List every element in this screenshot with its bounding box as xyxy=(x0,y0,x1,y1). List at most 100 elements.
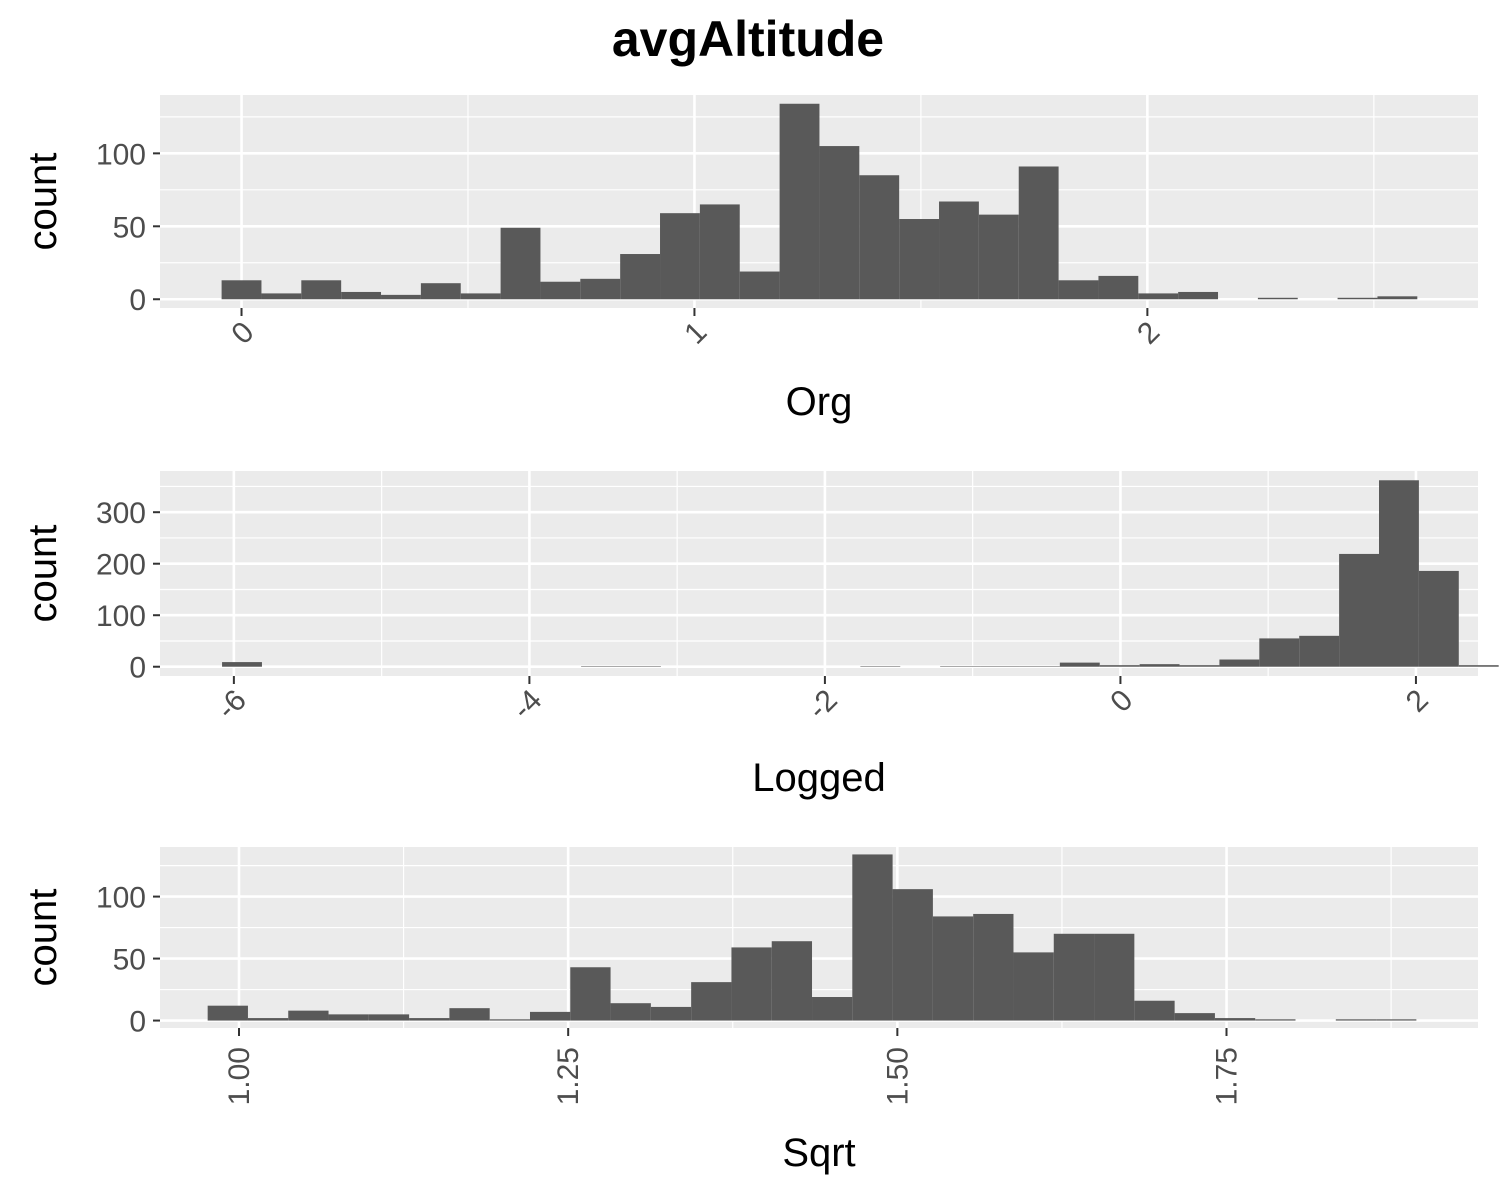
histogram-bar xyxy=(529,1011,571,1021)
histogram-bar xyxy=(207,1005,248,1021)
histogram-panel-1: 0 50 100 0 1 2 Org count xyxy=(21,95,1478,424)
histogram-bar xyxy=(221,280,262,300)
y-tick-label: 100 xyxy=(96,138,146,171)
histogram-bar xyxy=(1259,638,1300,667)
histogram-bar xyxy=(420,283,461,300)
histogram-bar xyxy=(1257,297,1298,300)
histogram-bar xyxy=(1335,1019,1377,1021)
histogram-bar xyxy=(978,214,1019,300)
histogram-bar xyxy=(859,175,900,300)
histogram-bar xyxy=(1099,665,1140,667)
histogram-bar xyxy=(1178,291,1219,300)
histogram-bar xyxy=(1174,1013,1215,1021)
x-axis-title: Sqrt xyxy=(782,1131,855,1175)
histogram-bar xyxy=(1377,296,1418,300)
y-tick-label: 0 xyxy=(129,284,146,317)
histogram-bar xyxy=(540,281,581,300)
x-axis-title: Logged xyxy=(752,756,885,800)
y-tick-label: 50 xyxy=(113,944,146,977)
histogram-bar xyxy=(739,271,780,300)
histogram-bar xyxy=(1134,1000,1175,1021)
histogram-bar xyxy=(460,293,501,300)
histogram-bar xyxy=(940,666,981,667)
histogram-bar xyxy=(660,213,700,300)
histogram-bar xyxy=(1018,166,1059,300)
histogram-bar xyxy=(892,889,933,1021)
histogram-bar xyxy=(288,1010,329,1021)
histogram-bar xyxy=(771,941,813,1021)
x-tick-label: 0 xyxy=(1104,684,1139,719)
histogram-bar xyxy=(489,1019,530,1021)
x-tick-label: 1.00 xyxy=(223,1047,256,1105)
histogram-bar xyxy=(731,947,772,1021)
histogram-bar xyxy=(1058,280,1099,300)
histogram-bar xyxy=(779,103,820,300)
histogram-bar xyxy=(621,666,661,667)
histogram-bar xyxy=(368,1014,410,1021)
y-tick-label: 0 xyxy=(129,1006,146,1039)
histogram-bar xyxy=(328,1014,369,1021)
histogram-bar xyxy=(580,278,621,300)
x-tick-label: 2 xyxy=(1400,684,1435,719)
y-tick-label: 100 xyxy=(96,600,146,633)
y-tick-label: 300 xyxy=(96,497,146,530)
y-tick-label: 100 xyxy=(96,882,146,915)
histogram-bar xyxy=(691,982,732,1021)
y-tick-label: 50 xyxy=(113,211,146,244)
y-axis-title: count xyxy=(21,153,65,251)
histogram-bars xyxy=(221,103,1418,300)
histogram-bar xyxy=(819,146,860,300)
histogram-panel-3: 0 50 100 1.00 1.25 1.50 1.75 Sqrt count xyxy=(21,847,1478,1175)
histogram-bar xyxy=(1418,570,1459,667)
histogram-bars xyxy=(207,854,1417,1021)
histogram-bar xyxy=(932,916,974,1021)
histogram-bar xyxy=(620,254,661,300)
histogram-bar xyxy=(650,1006,692,1021)
histogram-bar xyxy=(1339,553,1380,667)
chart-panels: 0 50 100 0 1 2 Org count 0 100 200 300 -6 -4 -2 0 2 Logge… xyxy=(21,95,1499,1175)
histogram-bar xyxy=(899,219,940,300)
y-tick-label: 200 xyxy=(96,549,146,582)
histogram-bar xyxy=(1376,1019,1417,1021)
histogram-bar xyxy=(222,662,262,667)
histogram-bar xyxy=(1139,664,1180,667)
y-tick-label: 0 xyxy=(129,652,146,685)
panel-background xyxy=(160,471,1478,676)
histogram-bar xyxy=(610,1003,651,1021)
histogram-bar xyxy=(1219,659,1260,667)
histogram-bar xyxy=(500,227,541,300)
histogram-bars xyxy=(222,480,1499,667)
histogram-bar xyxy=(699,204,740,300)
y-axis-title: count xyxy=(21,525,65,623)
histogram-bar xyxy=(301,280,342,300)
histogram-bar xyxy=(973,913,1014,1021)
x-tick-label: 1.25 xyxy=(552,1047,585,1105)
histogram-bar xyxy=(1059,662,1100,667)
histogram-bar xyxy=(261,293,302,300)
histogram-bar xyxy=(409,1018,450,1021)
histogram-bar xyxy=(381,294,421,300)
histogram-bar xyxy=(449,1008,490,1021)
histogram-bar xyxy=(1019,666,1060,667)
histogram-bar xyxy=(1138,293,1179,300)
histogram-bar xyxy=(812,997,853,1021)
histogram-bar xyxy=(341,291,382,300)
histogram-bar xyxy=(1299,635,1340,667)
x-tick-label: 0 xyxy=(225,316,260,351)
histogram-bar xyxy=(939,201,979,300)
x-tick-label: 1 xyxy=(678,316,713,351)
histogram-bar xyxy=(581,666,622,667)
x-tick-label: 2 xyxy=(1131,316,1166,351)
histogram-bar xyxy=(1458,665,1499,667)
histogram-bar xyxy=(1179,665,1220,667)
chart-title: avgAltitude xyxy=(612,11,884,67)
x-tick-label: 1.75 xyxy=(1211,1047,1244,1105)
histogram-bar xyxy=(1098,275,1139,300)
histogram-bar xyxy=(1337,297,1378,300)
histogram-panel-2: 0 100 200 300 -6 -4 -2 0 2 Logged count xyxy=(21,471,1499,800)
histogram-bar xyxy=(1214,1018,1256,1021)
x-tick-label: -2 xyxy=(802,684,844,726)
histogram-bar xyxy=(247,1018,289,1021)
x-axis-title: Org xyxy=(786,380,853,424)
